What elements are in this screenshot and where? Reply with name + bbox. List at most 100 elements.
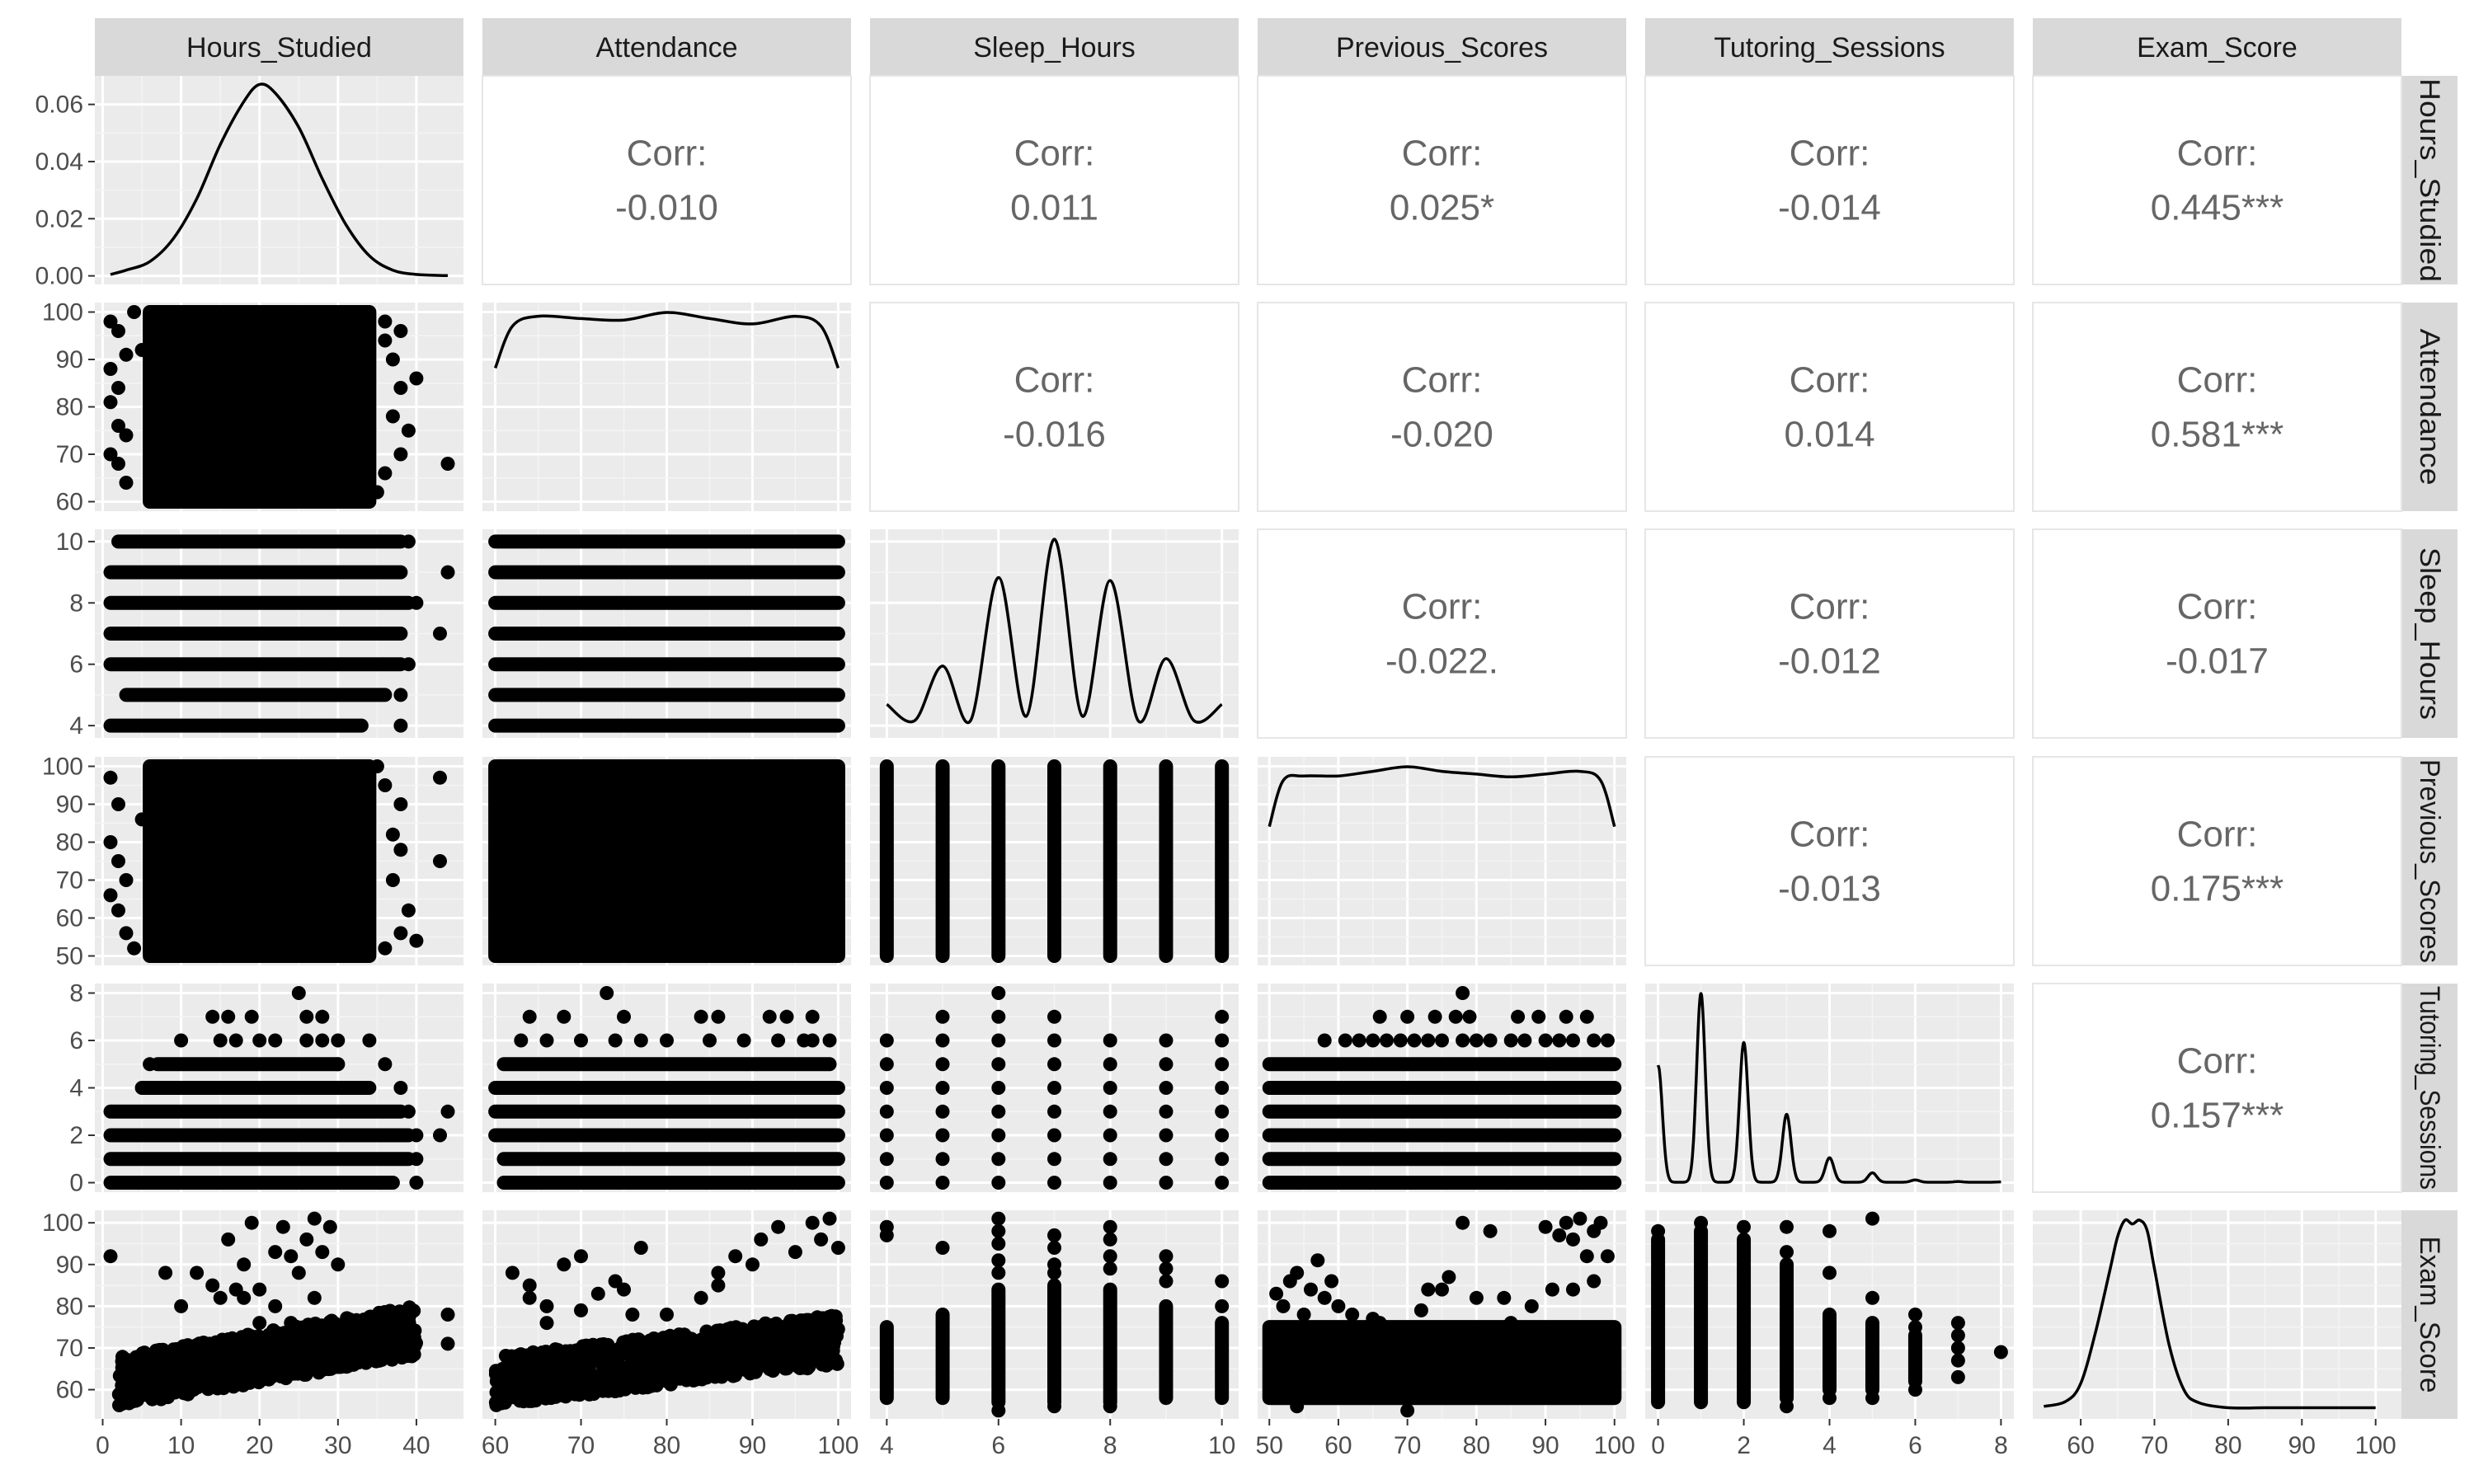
data-point bbox=[365, 1325, 380, 1340]
correlation-value: 0.014 bbox=[1784, 415, 1874, 455]
data-point bbox=[252, 1033, 267, 1048]
data-point bbox=[935, 1128, 950, 1143]
scatter-panel-content bbox=[95, 984, 463, 1192]
data-point bbox=[103, 362, 118, 376]
column-strip-label: Sleep_Hours bbox=[973, 32, 1136, 63]
data-point bbox=[268, 1356, 283, 1371]
data-point bbox=[378, 941, 393, 956]
data-point bbox=[1587, 1223, 1602, 1238]
data-point bbox=[779, 1009, 794, 1024]
data-point bbox=[633, 1241, 648, 1255]
data-point bbox=[514, 1033, 529, 1048]
data-point bbox=[393, 843, 408, 857]
correlation-panel bbox=[1644, 302, 2015, 512]
data-point-row bbox=[488, 534, 845, 549]
scatter-panel-content bbox=[870, 1210, 1239, 1419]
data-point bbox=[574, 1249, 588, 1264]
x-tick-label: 70 bbox=[567, 1432, 595, 1459]
y-tick-label: 2 bbox=[69, 1122, 83, 1149]
data-point-row bbox=[103, 657, 408, 672]
data-point bbox=[1047, 1009, 1061, 1024]
data-point bbox=[242, 1375, 256, 1390]
data-point bbox=[829, 1353, 843, 1368]
data-point bbox=[351, 1352, 366, 1367]
data-point bbox=[242, 1352, 256, 1367]
data-point bbox=[1310, 1253, 1325, 1268]
data-point bbox=[1215, 1081, 1230, 1095]
x-tick-label: 70 bbox=[1394, 1432, 1421, 1459]
density-curve bbox=[493, 311, 840, 369]
column-strip bbox=[870, 18, 1239, 76]
data-point-row bbox=[134, 1081, 377, 1095]
data-point bbox=[608, 1033, 623, 1048]
data-point bbox=[1823, 1266, 1837, 1280]
data-point-row bbox=[496, 1176, 845, 1190]
x-tick-label: 30 bbox=[324, 1432, 351, 1459]
data-point-row bbox=[1262, 1152, 1622, 1167]
correlation-value: 0.011 bbox=[1010, 188, 1098, 228]
data-point bbox=[560, 1360, 575, 1375]
data-point bbox=[743, 1323, 758, 1338]
data-point bbox=[522, 1290, 537, 1305]
data-point bbox=[268, 1298, 283, 1313]
data-point bbox=[245, 1335, 260, 1350]
data-point bbox=[402, 1300, 416, 1315]
data-point bbox=[1047, 1176, 1061, 1190]
column-strip bbox=[1258, 18, 1626, 76]
y-tick-label: 90 bbox=[56, 346, 83, 373]
x-tick-label: 10 bbox=[167, 1432, 195, 1459]
data-point bbox=[268, 1245, 283, 1260]
data-point bbox=[378, 466, 393, 481]
data-point-row bbox=[119, 688, 393, 702]
x-tick-label: 90 bbox=[739, 1432, 766, 1459]
data-point bbox=[393, 797, 408, 811]
data-point bbox=[147, 1378, 162, 1392]
data-point bbox=[1908, 1308, 1922, 1322]
x-tick-label: 2 bbox=[1737, 1432, 1751, 1459]
data-point bbox=[369, 485, 384, 500]
data-point bbox=[195, 1351, 210, 1366]
data-point bbox=[378, 314, 393, 329]
correlation-panel bbox=[2032, 75, 2402, 285]
data-point-row bbox=[103, 595, 416, 610]
data-point bbox=[268, 1329, 283, 1344]
data-point bbox=[401, 1104, 416, 1119]
data-point bbox=[291, 1266, 306, 1280]
data-point bbox=[494, 1365, 509, 1380]
data-point bbox=[1400, 1009, 1415, 1024]
data-point bbox=[1579, 1009, 1594, 1024]
data-point bbox=[409, 1128, 424, 1143]
row-strip-label: Sleep_Hours bbox=[2414, 547, 2445, 720]
data-point bbox=[1324, 1274, 1339, 1289]
data-point bbox=[374, 1352, 389, 1367]
data-point bbox=[331, 1057, 346, 1072]
data-point bbox=[1651, 1223, 1666, 1238]
data-point bbox=[1413, 1303, 1428, 1317]
data-point bbox=[1276, 1298, 1291, 1313]
data-point bbox=[1215, 1104, 1230, 1119]
data-point-column bbox=[1651, 1232, 1666, 1410]
data-point bbox=[811, 1336, 825, 1350]
data-point bbox=[610, 1348, 625, 1363]
y-tick-label: 8 bbox=[69, 980, 83, 1007]
data-point bbox=[341, 1347, 355, 1362]
data-point bbox=[404, 1349, 419, 1364]
data-point bbox=[660, 1308, 674, 1322]
data-point bbox=[174, 1298, 189, 1313]
x-tick-label: 100 bbox=[2355, 1432, 2396, 1459]
data-point bbox=[539, 1298, 554, 1313]
data-point-column bbox=[935, 1308, 950, 1406]
data-point bbox=[307, 1211, 322, 1226]
x-tick-label: 90 bbox=[1531, 1432, 1559, 1459]
data-point bbox=[1587, 1274, 1602, 1289]
data-point bbox=[1372, 1009, 1387, 1024]
data-point bbox=[1456, 1215, 1470, 1230]
data-point-row bbox=[488, 595, 845, 610]
data-point-column bbox=[1159, 759, 1174, 963]
correlation-label: Corr: bbox=[1014, 134, 1095, 174]
data-point bbox=[711, 1278, 726, 1293]
data-point-column bbox=[1103, 1282, 1117, 1410]
data-point bbox=[409, 1152, 424, 1167]
data-point bbox=[284, 1249, 299, 1264]
